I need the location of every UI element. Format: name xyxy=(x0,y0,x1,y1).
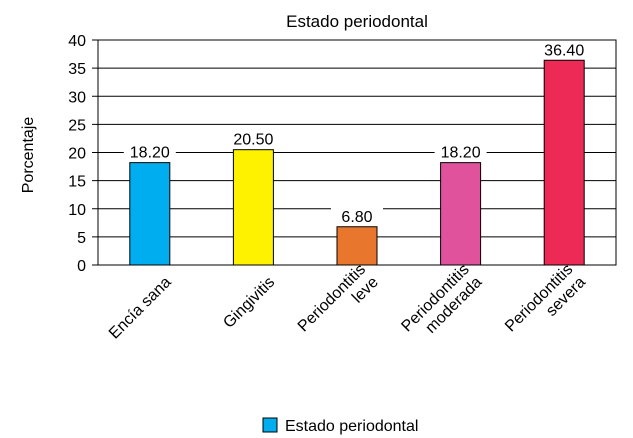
value-label-bg xyxy=(123,143,176,160)
y-tick-label: 40 xyxy=(68,33,86,50)
value-label-bg xyxy=(434,143,487,160)
y-tick-label: 35 xyxy=(68,61,86,78)
x-tick-label-line: Gingivitis xyxy=(220,274,278,332)
gridlines xyxy=(98,67,616,238)
x-tick-label: Encía sana xyxy=(106,274,175,343)
value-label-bg xyxy=(227,130,280,147)
x-tick-label-line: Encía sana xyxy=(106,274,175,343)
value-label: 18.20 xyxy=(130,145,170,162)
bar xyxy=(232,149,274,266)
y-tick-label: 30 xyxy=(68,89,86,106)
y-tick-label: 20 xyxy=(68,146,86,163)
value-label-bg xyxy=(538,41,591,58)
y-tick-label: 5 xyxy=(77,230,86,247)
bar xyxy=(543,59,585,266)
x-tick-label: Gingivitis xyxy=(220,274,278,332)
y-axis-label: Porcentaje xyxy=(20,117,37,194)
bar xyxy=(440,162,482,266)
value-labels: 18.20 20.50 6.80 18.20 36.40 xyxy=(123,41,591,226)
y-tick-label: 0 xyxy=(77,258,86,275)
y-tick-label: 15 xyxy=(68,174,86,191)
y-axis-ticks: 0 5 10 15 20 25 30 35 40 xyxy=(68,33,98,275)
value-label: 36.40 xyxy=(544,42,584,59)
bar xyxy=(129,162,171,266)
legend-label: Estado periodontal xyxy=(285,418,418,435)
y-tick-label: 10 xyxy=(68,202,86,219)
value-label-bg xyxy=(331,207,383,224)
bar xyxy=(336,226,378,266)
value-label: 18.20 xyxy=(441,145,481,162)
legend-swatch xyxy=(262,417,278,433)
bars xyxy=(129,59,585,266)
legend: Estado periodontal xyxy=(262,417,418,435)
value-label: 20.50 xyxy=(233,132,273,149)
y-tick-label: 25 xyxy=(68,117,86,134)
value-label: 6.80 xyxy=(341,209,372,226)
chart-title: Estado periodontal xyxy=(286,12,428,31)
